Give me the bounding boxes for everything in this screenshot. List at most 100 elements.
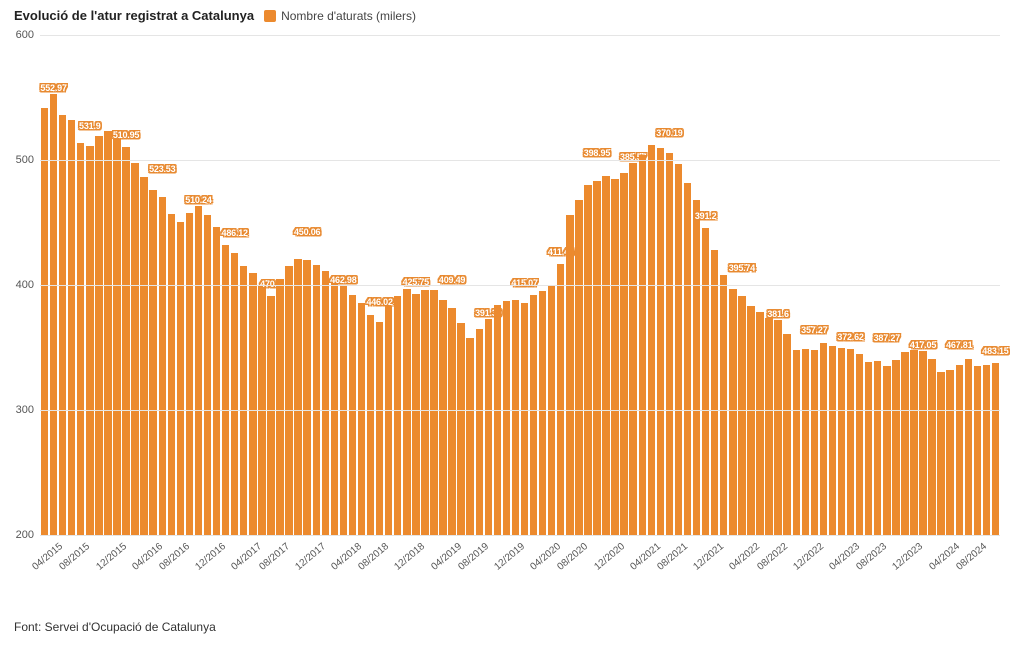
- bar: [720, 275, 727, 535]
- bar-value-label: 409.49: [439, 275, 465, 285]
- bar-value-label: 357.27: [801, 325, 827, 335]
- bar: [539, 291, 546, 535]
- bar: 510.95: [122, 147, 129, 535]
- bar: [937, 372, 944, 535]
- bar: 510.24: [195, 206, 202, 535]
- bar: [910, 350, 917, 535]
- bar-value-label: 486.12: [222, 228, 248, 238]
- legend-swatch-icon: [264, 10, 276, 22]
- bar: [684, 183, 691, 535]
- xtick-label: 12/2020: [592, 541, 627, 573]
- bar: [249, 273, 256, 535]
- bar: 387.27: [883, 366, 890, 535]
- bar-value-label: 531.9: [79, 121, 101, 131]
- bar-value-label: 462.98: [330, 275, 356, 285]
- bar: [349, 295, 356, 535]
- bar: [358, 303, 365, 535]
- bar-value-label: 552.97: [40, 83, 66, 93]
- bar: [928, 359, 935, 535]
- bar: 446.02: [376, 322, 383, 535]
- bar: 425.75: [412, 294, 419, 535]
- bar: [430, 290, 437, 535]
- bar: [865, 362, 872, 536]
- xtick-label: 12/2016: [193, 541, 228, 573]
- bar: [620, 173, 627, 536]
- bar: [322, 271, 329, 535]
- bar: [584, 185, 591, 535]
- bar: [68, 120, 75, 535]
- bar: [77, 143, 84, 536]
- bar: [892, 360, 899, 535]
- xtick-label: 12/2023: [891, 541, 926, 573]
- bar: 409.49: [448, 308, 455, 535]
- bar: [131, 163, 138, 536]
- bar: [838, 348, 845, 536]
- xtick-label: 12/2021: [692, 541, 727, 573]
- gridline: [40, 160, 1000, 161]
- bar: 398.95: [593, 181, 600, 535]
- chart-header: Evolució de l'atur registrat a Catalunya…: [14, 8, 416, 23]
- bar: 523.53: [159, 197, 166, 535]
- ytick-label: 500: [16, 154, 34, 166]
- bar: [802, 349, 809, 535]
- bar: [530, 295, 537, 535]
- bar-value-label: 483.15: [982, 346, 1008, 356]
- ytick-label: 300: [16, 404, 34, 416]
- gridline: [40, 535, 1000, 536]
- gridline: [40, 410, 1000, 411]
- bar: [494, 305, 501, 535]
- bar: [240, 266, 247, 535]
- bar: [765, 318, 772, 536]
- bar-value-label: 372.62: [837, 332, 863, 342]
- bar: 372.62: [847, 349, 854, 535]
- bar: 411.46: [557, 264, 564, 535]
- bar: [476, 329, 483, 535]
- bar: [611, 179, 618, 535]
- bar: 470.2: [267, 296, 274, 535]
- bar: [95, 136, 102, 535]
- bar: [403, 289, 410, 535]
- xtick-label: 04/2017: [230, 541, 265, 573]
- bar: [983, 365, 990, 535]
- bar: 531.9: [86, 146, 93, 535]
- bar: [946, 370, 953, 535]
- bar: [675, 164, 682, 535]
- bar: [466, 338, 473, 535]
- bar: [394, 296, 401, 535]
- bar: [693, 200, 700, 535]
- bar: [367, 315, 374, 535]
- bar: [140, 177, 147, 535]
- bar-value-label: 510.95: [113, 130, 139, 140]
- bar: [639, 155, 646, 535]
- bar: [820, 343, 827, 536]
- xtick-label: 08/2020: [556, 541, 591, 573]
- xtick-label: 12/2018: [393, 541, 428, 573]
- bar: [783, 334, 790, 535]
- bar: [213, 227, 220, 535]
- bar: [856, 354, 863, 535]
- bar: 483.15: [992, 363, 999, 536]
- bar: [113, 139, 120, 535]
- bar: [41, 108, 48, 536]
- bar-value-label: 450.06: [294, 227, 320, 237]
- bar: [285, 266, 292, 535]
- bar-value-label: 467.81: [946, 340, 972, 350]
- bar-value-label: 523.53: [149, 164, 175, 174]
- bar: [331, 280, 338, 535]
- bar: [974, 366, 981, 535]
- xtick-label: 08/2022: [755, 541, 790, 573]
- bar-value-label: 381.6: [767, 309, 789, 319]
- source-text: Font: Servei d'Ocupació de Catalunya: [14, 620, 216, 634]
- bar: 467.81: [956, 365, 963, 535]
- bar: [503, 301, 510, 535]
- bar: [385, 306, 392, 535]
- bar-value-label: 398.95: [584, 148, 610, 158]
- bar: [829, 346, 836, 535]
- plot-area: 552.97 531.9 510.95 523.53 510.24 486.12 470.2…: [40, 35, 1000, 535]
- xtick-label: 04/2022: [728, 541, 763, 573]
- bar: [177, 222, 184, 535]
- bar: [104, 131, 111, 535]
- bar: [747, 306, 754, 535]
- ytick-label: 400: [16, 279, 34, 291]
- bar: [204, 215, 211, 535]
